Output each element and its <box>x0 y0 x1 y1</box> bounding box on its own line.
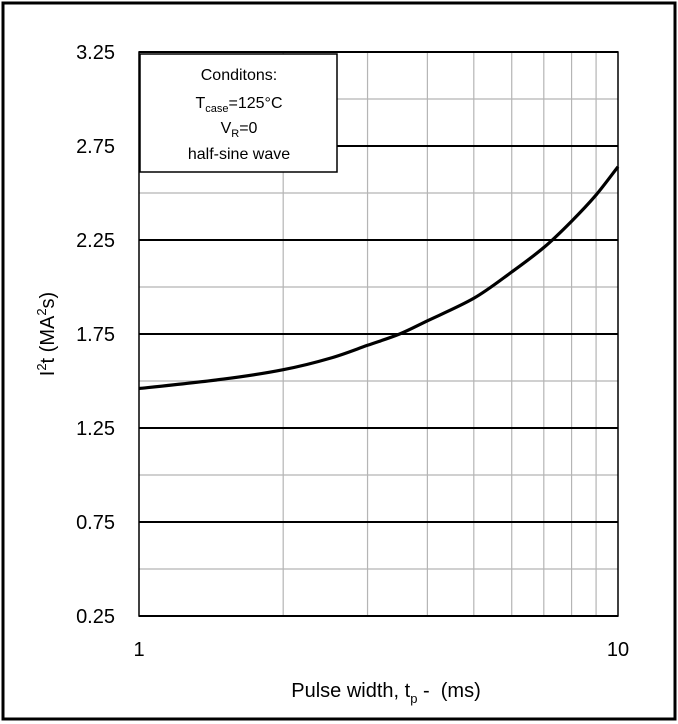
x-axis-label-subscript: p <box>410 691 417 706</box>
y-tick-label: 2.25 <box>76 230 115 252</box>
annotation-line-4: half-sine wave <box>188 146 290 163</box>
y-axis-label: I2t (MA2s) <box>34 292 59 376</box>
x-axis-label-main: Pulse width, t <box>291 680 410 702</box>
x-tick-label: 10 <box>607 639 629 661</box>
data-layer <box>138 165 620 391</box>
annotation-line-1: Conditons: <box>201 67 278 84</box>
y-axis-label-sup2: 2 <box>34 308 49 315</box>
annotation-line-2: Tcase=125°C <box>195 95 282 115</box>
annotation-line-2-main: T <box>195 95 205 112</box>
y-axis-label-sup1: 2 <box>34 363 49 370</box>
annotation-box <box>139 53 338 173</box>
x-axis-label-tail: - (ms) <box>417 680 480 702</box>
x-axis-label: Pulse width, tp - (ms) <box>291 680 481 706</box>
y-tick-label: 0.25 <box>76 606 115 628</box>
y-axis-label-pre: I <box>37 371 59 377</box>
y-tick-label: 0.75 <box>76 512 115 534</box>
x-tick-label: 1 <box>133 639 144 661</box>
y-tick-label: 3.25 <box>76 42 115 64</box>
conditions-annotation: Conditons: Tcase=125°C VR=0 half-sine wa… <box>139 53 338 173</box>
y-axis-label-post: s) <box>37 292 59 309</box>
y-tick-label: 1.25 <box>76 418 115 440</box>
tick-label-layer: 0.25 0.75 1.25 1.75 2.25 2.75 3.25 1 10 <box>76 42 629 661</box>
annotation-line-2-tail: =125°C <box>229 95 283 112</box>
series-line-0 <box>138 165 620 391</box>
annotation-line-3: VR=0 <box>221 120 258 140</box>
plot-area-border <box>138 51 619 617</box>
annotation-line-2-sub: case <box>205 103 228 115</box>
annotation-line-3-tail: =0 <box>239 120 257 137</box>
annotation-line-3-main: V <box>221 120 232 137</box>
y-axis-label-mid: t (MA <box>37 315 59 363</box>
y-tick-label: 1.75 <box>76 324 115 346</box>
y-tick-label: 2.75 <box>76 136 115 158</box>
annotation-line-3-sub: R <box>231 128 239 140</box>
